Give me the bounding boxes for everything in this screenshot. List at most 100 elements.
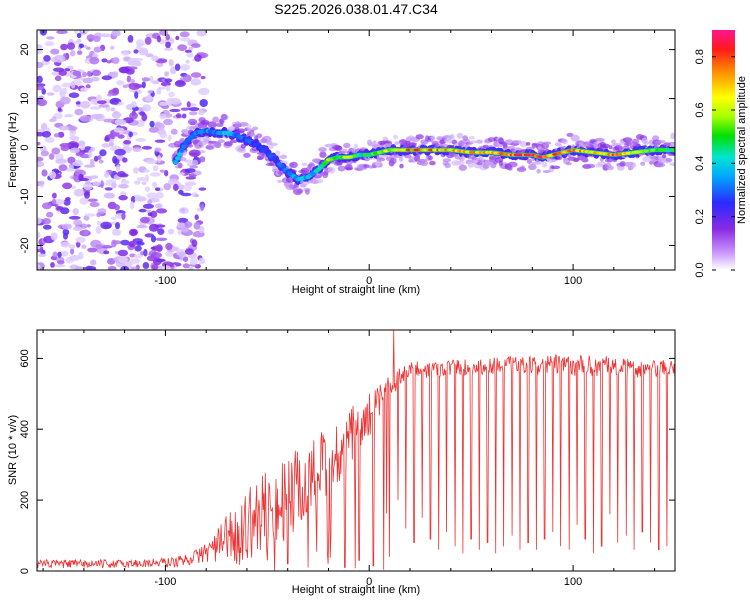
noise-blob	[168, 59, 174, 67]
noise-blob	[71, 185, 77, 189]
noise-blob	[104, 187, 113, 191]
noise-blob	[118, 184, 129, 189]
ridge-halo	[655, 162, 666, 168]
noise-blob	[51, 116, 57, 122]
ridge-halo	[177, 162, 183, 169]
ridge-halo	[542, 141, 552, 145]
noise-blob	[67, 156, 76, 164]
noise-blob	[121, 51, 130, 56]
spectrogram-y-tick-label: -20	[19, 238, 31, 254]
ridge-halo	[389, 157, 397, 165]
noise-blob	[109, 141, 114, 147]
noise-blob	[179, 64, 190, 71]
noise-blob	[199, 156, 206, 163]
noise-blob	[141, 77, 150, 82]
ridge-halo	[572, 157, 580, 163]
ridge-halo	[334, 145, 343, 152]
noise-blob	[81, 30, 89, 33]
noise-blob	[73, 219, 83, 226]
noise-blob	[60, 87, 68, 95]
noise-blob	[106, 179, 117, 184]
noise-blob	[173, 183, 179, 191]
ridge-halo	[236, 128, 246, 133]
ridge-halo	[187, 144, 194, 148]
noise-blob	[118, 195, 128, 201]
noise-blob	[53, 264, 66, 268]
ridge-halo	[393, 134, 398, 140]
noise-blob	[128, 131, 133, 138]
noise-blob	[73, 188, 85, 197]
noise-blob	[128, 228, 138, 236]
noise-blob	[112, 56, 120, 65]
noise-blob	[143, 169, 150, 173]
noise-blob	[133, 180, 141, 185]
ridge-peak	[362, 153, 368, 157]
noise-blob	[198, 187, 207, 191]
noise-blob	[188, 149, 201, 157]
noise-blob	[96, 220, 102, 226]
noise-blob	[194, 54, 202, 62]
noise-blob	[75, 152, 84, 157]
noise-blob	[66, 125, 78, 131]
noise-blob	[75, 241, 81, 248]
noise-blob	[101, 143, 111, 148]
noise-blob	[73, 30, 79, 35]
ridge-halo	[229, 139, 238, 144]
ridge-halo	[570, 134, 580, 142]
ridge-halo	[507, 161, 518, 168]
ridge-halo	[640, 161, 646, 166]
noise-blob	[37, 161, 45, 168]
colorbar-label: Normalized spectral amplitude	[736, 76, 748, 224]
ridge-halo	[305, 189, 310, 195]
noise-blob	[67, 141, 79, 150]
noise-blob	[156, 62, 164, 68]
noise-blob	[188, 46, 194, 51]
ridge-halo	[430, 135, 436, 142]
noise-blob	[37, 99, 48, 107]
noise-blob	[198, 225, 205, 234]
noise-blob	[156, 87, 162, 95]
noise-blob	[129, 112, 139, 120]
noise-blob	[103, 118, 115, 123]
noise-blob	[164, 78, 173, 83]
noise-blob	[37, 75, 43, 84]
noise-blob	[132, 147, 142, 152]
noise-blob	[179, 31, 190, 38]
noise-blob	[54, 54, 66, 63]
noise-blob	[143, 248, 148, 257]
ridge-halo	[243, 152, 251, 158]
noise-blob	[49, 171, 57, 179]
noise-blob	[95, 226, 102, 235]
noise-blob	[151, 55, 159, 62]
noise-blob	[50, 262, 55, 268]
noise-blob	[57, 251, 62, 258]
ridge-halo	[252, 126, 259, 131]
snr-frame	[36, 329, 676, 572]
noise-blob	[44, 137, 55, 143]
noise-blob	[52, 251, 58, 258]
colorbar-tick-label: 0.6	[694, 102, 706, 117]
ridge-halo	[670, 132, 675, 140]
noise-blob	[138, 208, 147, 213]
ridge-halo	[520, 165, 525, 170]
noise-blob	[54, 75, 62, 82]
noise-blob	[93, 99, 100, 106]
noise-blob	[117, 249, 128, 257]
noise-blob	[159, 101, 169, 107]
noise-blob	[120, 239, 130, 246]
colorbar-ticks: 0.0 0.2 0.4 0.6 0.8	[694, 49, 735, 278]
noise-blob	[169, 108, 181, 113]
ridge-halo	[601, 143, 610, 148]
noise-blob	[133, 60, 142, 67]
noise-blob	[160, 169, 165, 173]
noise-blob	[198, 257, 206, 265]
noise-blob	[42, 202, 52, 210]
spectrogram-y-tick-label: 20	[19, 43, 31, 55]
noise-blob	[197, 30, 202, 36]
noise-blob	[37, 61, 44, 69]
noise-blob	[194, 214, 199, 220]
ridge-halo	[337, 165, 346, 172]
noise-blob	[150, 210, 158, 218]
noise-blob	[191, 239, 198, 248]
ridge-halo	[525, 146, 535, 151]
